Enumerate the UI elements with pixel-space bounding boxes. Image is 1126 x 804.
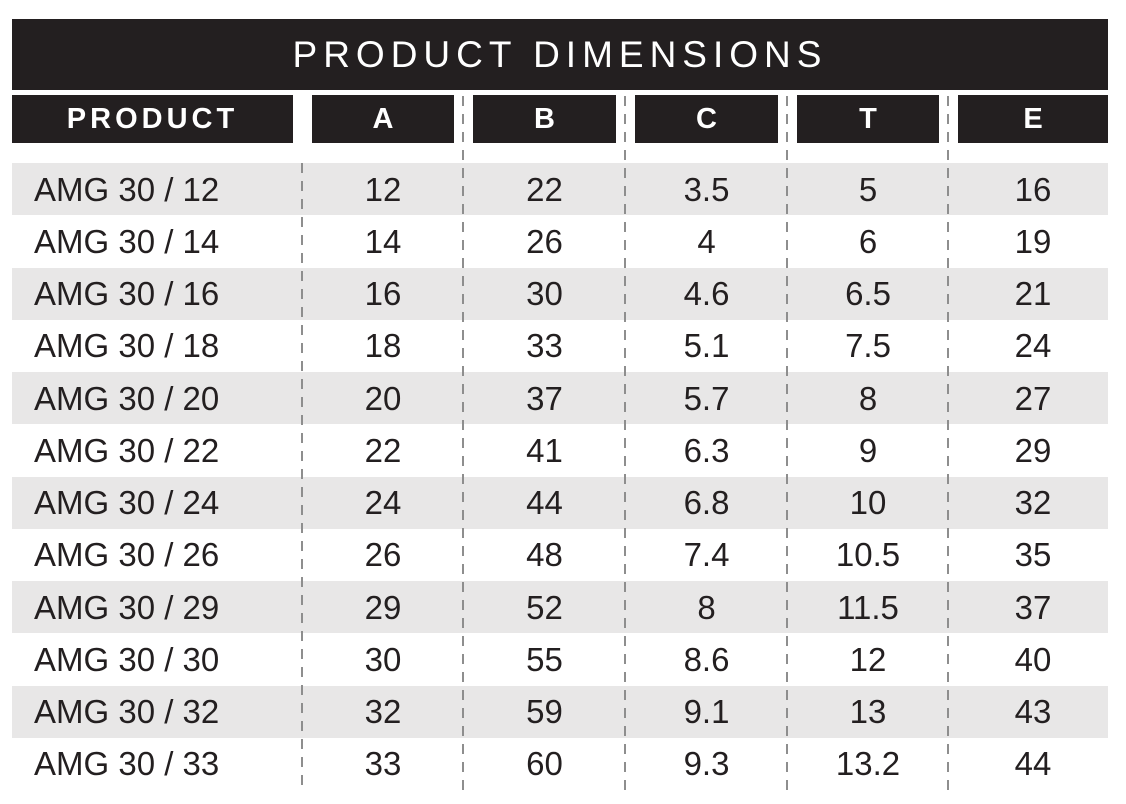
cell-a: 33 — [364, 745, 402, 783]
cell-product: AMG 30 / 18 — [34, 327, 220, 365]
cell-b: 26 — [526, 222, 563, 260]
cell-a: 29 — [364, 588, 402, 626]
cell-a: 30 — [364, 640, 402, 678]
table-row: AMG 30 / 18 18 33 5.1 7.5 24 — [12, 320, 1108, 372]
table-body: AMG 30 / 12 12 22 3.5 5 16 AMG 30 / 14 1… — [12, 96, 1108, 790]
cell-product: AMG 30 / 26 — [34, 536, 220, 574]
cell-t: 5 — [858, 170, 878, 208]
column-header-product: PRODUCT — [12, 95, 293, 143]
cell-b: 41 — [526, 431, 563, 469]
cell-product: AMG 30 / 33 — [34, 745, 220, 783]
cell-c: 5.7 — [683, 379, 730, 417]
cell-c: 5.1 — [683, 327, 730, 365]
table-row: AMG 30 / 24 24 44 6.8 10 32 — [12, 476, 1108, 529]
cell-a: 24 — [364, 484, 402, 522]
cell-b: 37 — [526, 379, 563, 417]
table-row: AMG 30 / 32 32 59 9.1 13 43 — [12, 685, 1108, 738]
cell-e: 21 — [1014, 275, 1052, 313]
cell-e: 43 — [1014, 693, 1052, 731]
cell-a: 18 — [364, 327, 402, 365]
column-header-a: A — [312, 95, 454, 143]
cell-e: 35 — [1014, 536, 1052, 574]
cell-e: 37 — [1014, 588, 1052, 626]
column-header-b: B — [473, 95, 616, 143]
table-row: AMG 30 / 22 22 41 6.3 9 29 — [12, 424, 1108, 476]
cell-b: 48 — [526, 536, 563, 574]
cell-product: AMG 30 / 14 — [34, 222, 220, 260]
table-row: AMG 30 / 30 30 55 8.6 12 40 — [12, 633, 1108, 685]
cell-e: 44 — [1014, 745, 1052, 783]
dimensions-table: PRODUCT DIMENSIONS PRODUCT A B C T E AMG… — [12, 19, 1108, 790]
cell-t: 8 — [858, 379, 878, 417]
cell-a: 12 — [364, 170, 402, 208]
cell-t: 6 — [858, 222, 878, 260]
table-row: AMG 30 / 20 20 37 5.7 8 27 — [12, 372, 1108, 425]
cell-e: 19 — [1014, 222, 1052, 260]
cell-e: 16 — [1014, 170, 1052, 208]
cell-product: AMG 30 / 29 — [34, 588, 220, 626]
cell-product: AMG 30 / 22 — [34, 431, 220, 469]
cell-t: 12 — [849, 640, 887, 678]
cell-t: 11.5 — [837, 588, 899, 626]
cell-t: 10.5 — [835, 536, 901, 574]
cell-b: 59 — [526, 693, 563, 731]
cell-b: 33 — [526, 327, 563, 365]
cell-b: 60 — [526, 745, 563, 783]
cell-a: 22 — [364, 431, 402, 469]
table-row: AMG 30 / 29 29 52 8 11.5 37 — [12, 581, 1108, 634]
table-title: PRODUCT DIMENSIONS — [292, 33, 828, 75]
column-header-c: C — [635, 95, 778, 143]
cell-e: 24 — [1014, 327, 1052, 365]
cell-a: 20 — [364, 379, 402, 417]
table-row: AMG 30 / 14 14 26 4 6 19 — [12, 215, 1108, 267]
cell-product: AMG 30 / 30 — [34, 640, 220, 678]
cell-b: 30 — [526, 275, 563, 313]
cell-e: 29 — [1014, 431, 1052, 469]
cell-c: 9.3 — [683, 745, 730, 783]
cell-product: AMG 30 / 20 — [34, 379, 220, 417]
cell-a: 32 — [364, 693, 402, 731]
table-title-bar: PRODUCT DIMENSIONS — [12, 19, 1108, 90]
table-row: AMG 30 / 26 26 48 7.4 10.5 35 — [12, 529, 1108, 581]
cell-t: 10 — [849, 484, 887, 522]
cell-c: 6.3 — [683, 431, 730, 469]
cell-e: 32 — [1014, 484, 1052, 522]
cell-t: 13.2 — [835, 745, 901, 783]
table-row: AMG 30 / 16 16 30 4.6 6.5 21 — [12, 267, 1108, 320]
cell-c: 8 — [697, 588, 716, 626]
cell-t: 13 — [849, 693, 887, 731]
cell-product: AMG 30 / 12 — [34, 170, 220, 208]
table-row: AMG 30 / 12 12 22 3.5 5 16 — [12, 163, 1108, 216]
cell-product: AMG 30 / 24 — [34, 484, 220, 522]
cell-e: 40 — [1014, 640, 1052, 678]
cell-c: 7.4 — [683, 536, 730, 574]
cell-c: 4.6 — [683, 275, 730, 313]
cell-product: AMG 30 / 32 — [34, 693, 220, 731]
column-header-t: T — [797, 95, 939, 143]
cell-c: 8.6 — [683, 640, 730, 678]
cell-e: 27 — [1014, 379, 1052, 417]
cell-b: 44 — [526, 484, 563, 522]
table-header-row: PRODUCT A B C T E — [12, 95, 1108, 143]
table-row: AMG 30 / 33 33 60 9.3 13.2 44 — [12, 738, 1108, 790]
cell-a: 26 — [364, 536, 402, 574]
cell-b: 22 — [526, 170, 563, 208]
cell-a: 14 — [364, 222, 402, 260]
cell-c: 4 — [697, 222, 716, 260]
cell-c: 3.5 — [683, 170, 730, 208]
cell-t: 9 — [858, 431, 878, 469]
cell-a: 16 — [364, 275, 402, 313]
column-header-e: E — [958, 95, 1108, 143]
cell-b: 55 — [526, 640, 563, 678]
cell-product: AMG 30 / 16 — [34, 275, 220, 313]
cell-t: 6.5 — [845, 275, 891, 313]
cell-b: 52 — [526, 588, 563, 626]
cell-c: 9.1 — [683, 693, 730, 731]
cell-t: 7.5 — [845, 327, 891, 365]
cell-c: 6.8 — [683, 484, 730, 522]
